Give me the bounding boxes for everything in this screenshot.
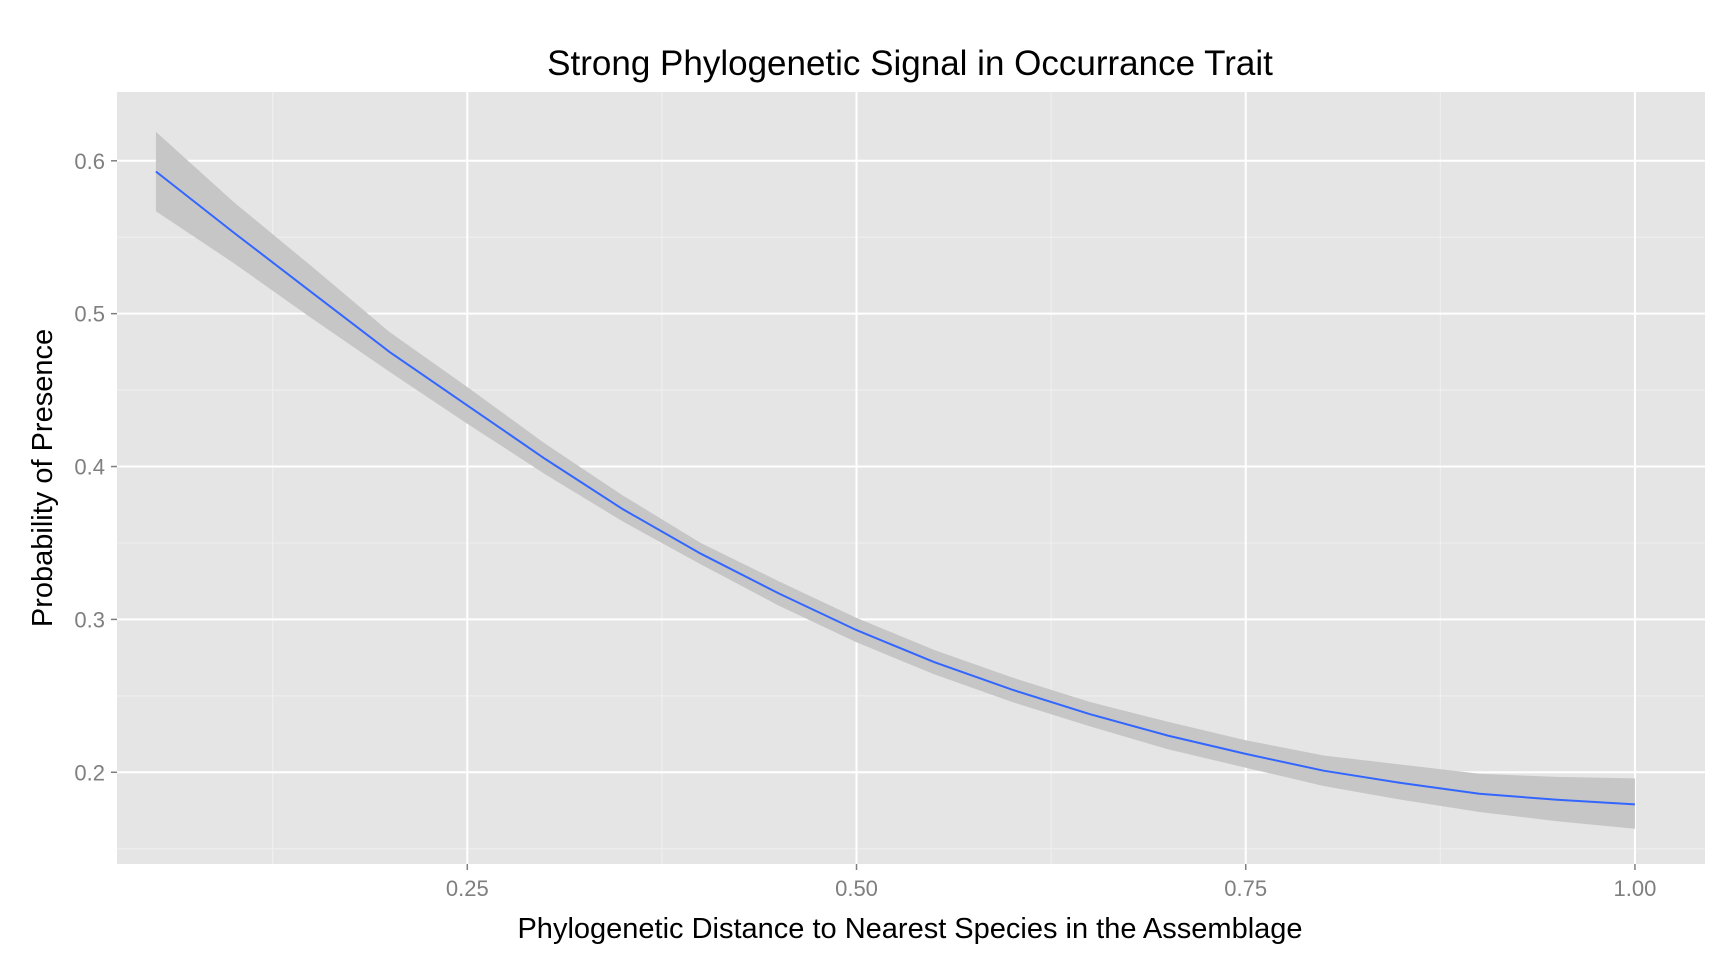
- y-tick-label: 0.2: [74, 760, 105, 785]
- plot-panel: [117, 92, 1705, 864]
- x-axis-title: Phylogenetic Distance to Nearest Species…: [517, 913, 1302, 945]
- y-tick-label: 0.6: [74, 149, 105, 174]
- x-tick-label: 0.50: [835, 876, 878, 901]
- y-tick-label: 0.4: [74, 455, 105, 480]
- chart-title: Strong Phylogenetic Signal in Occurrance…: [547, 44, 1273, 83]
- x-tick-label: 1.00: [1614, 876, 1657, 901]
- y-axis-title: Probability of Presence: [27, 329, 59, 627]
- x-tick-label: 0.75: [1224, 876, 1267, 901]
- x-tick-label: 0.25: [446, 876, 489, 901]
- y-tick-label: 0.3: [74, 607, 105, 632]
- y-tick-label: 0.5: [74, 302, 105, 327]
- series-lines: [155, 170, 1635, 806]
- axis-ticks: 0.25 0.50 0.75 1.00 0.2 0.3 0.4 0.5 0.6: [74, 149, 1656, 901]
- fitted-line: [155, 170, 1635, 806]
